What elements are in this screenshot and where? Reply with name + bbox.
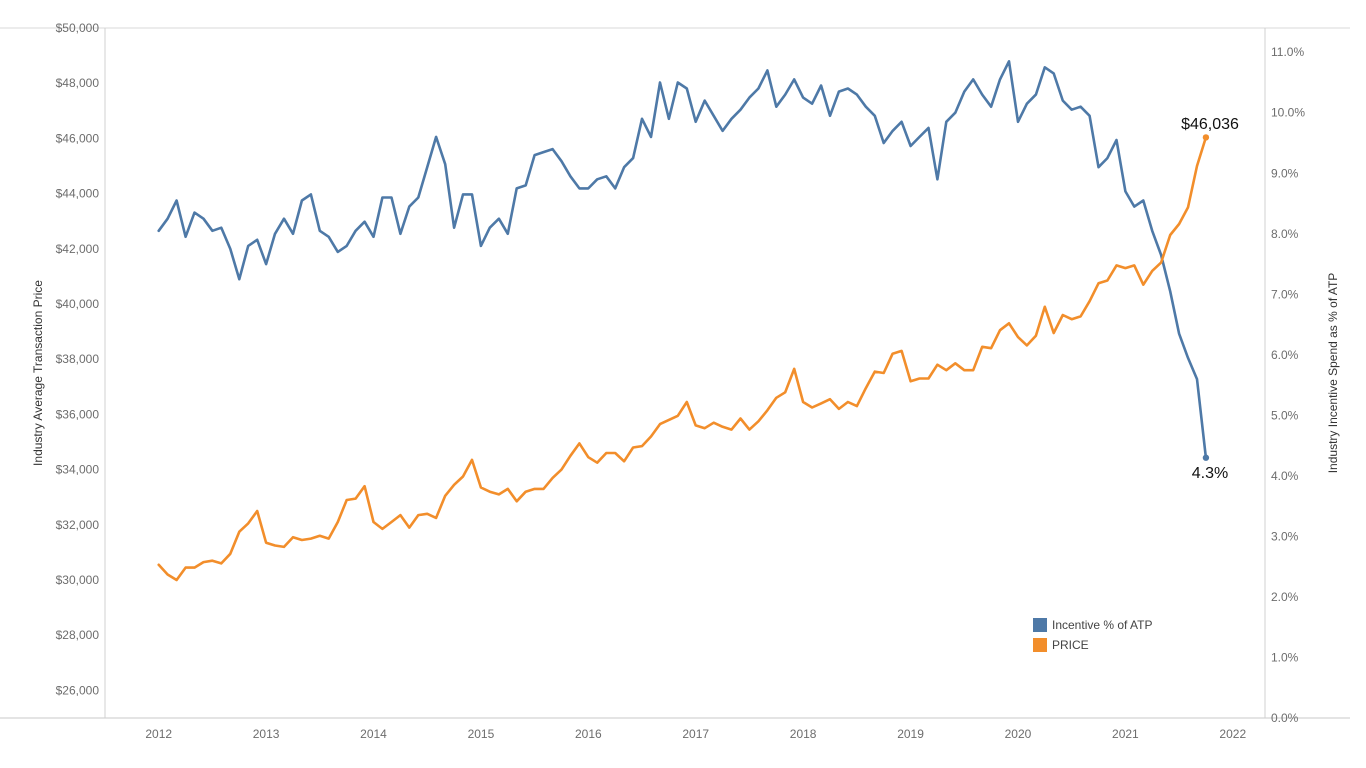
x-tick-label: 2022 [1219,727,1246,741]
x-tick-label: 2013 [253,727,280,741]
left-y-tick-label: $50,000 [56,21,100,35]
left-y-tick-label: $38,000 [56,352,100,366]
left-y-tick-label: $34,000 [56,463,100,477]
left-y-tick-label: $36,000 [56,407,100,421]
right-y-tick-label: 4.0% [1271,469,1299,483]
left-y-tick-label: $42,000 [56,242,100,256]
price-end-label: $46,036 [1181,116,1239,133]
plot-frame [0,27,1350,719]
right-y-tick-label: 7.0% [1271,287,1299,301]
x-tick-label: 2021 [1112,727,1139,741]
series-end-point-incentive-of-atp [1202,454,1210,461]
x-tick-label: 2017 [682,727,709,741]
x-tick-label: 2018 [790,727,817,741]
incentive-end-label: 4.3% [1192,465,1228,482]
left-y-tick-label: $40,000 [56,297,100,311]
legend-label-incentive: Incentive % of ATP [1052,618,1153,632]
legend-label-price: PRICE [1052,638,1089,652]
x-tick-label: 2012 [145,727,172,741]
left-y-tick-label: $26,000 [56,683,100,697]
legend-swatch-incentive [1033,618,1047,632]
x-tick-label: 2019 [897,727,924,741]
x-tick-label: 2016 [575,727,602,741]
series-end-point-price [1202,134,1210,141]
series-layer [157,59,1210,582]
right-y-tick-label: 5.0% [1271,408,1299,422]
right-y-tick-label: 1.0% [1271,650,1299,664]
left-y-tick-label: $32,000 [56,518,100,532]
right-y-tick-label: 11.0% [1271,45,1304,59]
left-y-tick-label: $44,000 [56,187,100,201]
series-line-price [157,136,1208,582]
left-y-tick-label: $48,000 [56,76,100,90]
right-y-tick-label: 9.0% [1271,166,1299,180]
right-y-tick-label: 3.0% [1271,529,1299,543]
right-y-axis-title: Industry Incentive Spend as % of ATP [1326,273,1340,474]
legend: Incentive % of ATP PRICE [1033,618,1153,652]
left-y-axis: $26,000 $28,000 $30,000 $32,000 $34,000 $36,0… [56,21,100,697]
right-y-tick-label: 8.0% [1271,227,1299,241]
left-y-axis-title: Industry Average Transaction Price [31,280,45,466]
right-y-tick-label: 2.0% [1271,590,1299,604]
x-axis: 2012 2013 2014 2015 2016 2017 2018 2019 2020 2021… [145,727,1246,741]
x-tick-label: 2015 [468,727,495,741]
left-y-tick-label: $46,000 [56,131,100,145]
x-tick-label: 2014 [360,727,387,741]
right-y-tick-label: 10.0% [1271,106,1305,120]
series-line-incentive-of-atp [157,59,1208,460]
right-y-axis: 0.0% 1.0% 2.0% 3.0% 4.0% 5.0% 6.0% 7.0% 8.0% 9.0%… [1271,45,1305,725]
legend-swatch-price [1033,638,1047,652]
x-tick-label: 2020 [1005,727,1032,741]
left-y-tick-label: $30,000 [56,573,100,587]
left-y-tick-label: $28,000 [56,628,100,642]
right-y-tick-label: 6.0% [1271,348,1299,362]
right-y-tick-label: 0.0% [1271,711,1299,725]
